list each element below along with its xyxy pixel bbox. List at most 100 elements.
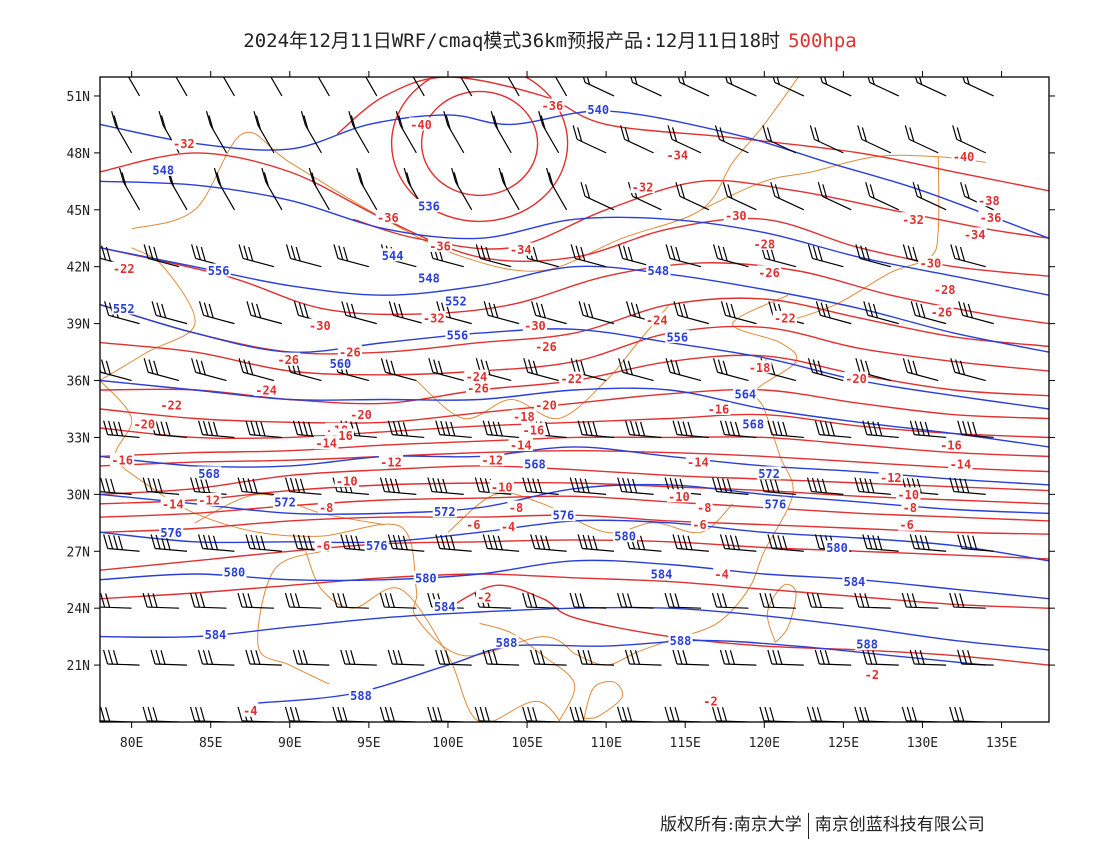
svg-text:588: 588 xyxy=(496,636,518,650)
y-tick-label: 51N xyxy=(67,90,90,105)
height-label: 556 xyxy=(206,263,231,278)
temperature-label: -34 xyxy=(508,242,533,257)
svg-text:-14: -14 xyxy=(687,456,709,470)
svg-text:552: 552 xyxy=(113,302,135,316)
wind-barb xyxy=(395,111,417,154)
height-label: 544 xyxy=(380,248,405,263)
svg-text:548: 548 xyxy=(418,272,440,286)
temperature-label: -30 xyxy=(522,318,548,333)
wind-barb xyxy=(909,534,947,552)
height-label: 576 xyxy=(159,525,184,540)
wind-barb xyxy=(127,77,141,97)
chart-title: 2024年12月11日WRF/cmaq模式36km预报产品:12月11日18时 5… xyxy=(0,26,1100,53)
wind-barb xyxy=(102,649,140,666)
title-text: 2024年12月11日WRF/cmaq模式36km预报产品:12月11日18时 xyxy=(243,30,781,52)
temperature-isotherm xyxy=(100,573,1049,609)
wind-barb xyxy=(538,111,560,154)
svg-text:-14: -14 xyxy=(950,458,972,472)
height-label: 552 xyxy=(443,293,468,308)
wind-barb xyxy=(522,477,559,495)
map-background xyxy=(100,77,1049,722)
wind-barb xyxy=(482,649,520,666)
wind-barb xyxy=(205,111,228,154)
wind-barb xyxy=(118,167,141,211)
wind-barb xyxy=(664,592,702,609)
svg-text:568: 568 xyxy=(524,458,546,472)
svg-text:-12: -12 xyxy=(481,454,503,468)
svg-text:-30: -30 xyxy=(725,209,747,223)
x-axis: 80E 85E 90E 95E 100E 105E 110E 115E 120E 125E 130E… xyxy=(120,71,1017,751)
svg-text:584: 584 xyxy=(205,628,227,642)
temperature-label: -36 xyxy=(427,238,453,253)
svg-text:-34: -34 xyxy=(666,148,688,162)
temperature-label: -40 xyxy=(408,117,434,132)
wind-barb xyxy=(191,358,227,382)
wind-barb xyxy=(111,111,133,154)
wind-barb xyxy=(910,301,947,325)
svg-text:-10: -10 xyxy=(668,490,690,504)
wind-barb xyxy=(333,244,370,268)
svg-text:568: 568 xyxy=(198,467,220,481)
height-label: 548 xyxy=(646,263,671,278)
svg-text:-26: -26 xyxy=(277,353,299,367)
wind-barb xyxy=(577,420,615,439)
temperature-label: -10 xyxy=(666,489,691,504)
pressure-level-label: 500hpa xyxy=(788,30,857,52)
wind-barb xyxy=(617,592,654,609)
temperature-label: -32 xyxy=(630,180,655,195)
svg-text:-26: -26 xyxy=(339,346,361,360)
wind-barb xyxy=(807,358,844,382)
temperature-label: -30 xyxy=(918,255,943,270)
wind-barb xyxy=(712,358,749,382)
svg-text:-14: -14 xyxy=(315,437,337,451)
wind-barb xyxy=(672,534,709,552)
height-label: 584 xyxy=(649,567,674,582)
wind-barb xyxy=(909,649,947,666)
temperature-label: -32 xyxy=(900,212,926,227)
svg-text:572: 572 xyxy=(434,505,456,519)
svg-text:-10: -10 xyxy=(491,480,513,494)
height-label: 588 xyxy=(494,635,519,650)
wind-barb xyxy=(815,301,852,325)
temperature-label: -20 xyxy=(843,371,869,386)
svg-text:-22: -22 xyxy=(560,372,582,386)
wind-barb xyxy=(379,477,417,495)
height-label: 588 xyxy=(855,637,880,652)
temperature-label: -22 xyxy=(772,310,797,325)
wind-barb xyxy=(554,77,568,97)
wind-barb xyxy=(142,592,180,609)
wind-barb xyxy=(427,477,464,495)
svg-text:-22: -22 xyxy=(774,311,796,325)
wind-barb xyxy=(237,592,275,609)
temperature-isotherm xyxy=(336,77,1049,192)
svg-text:-2: -2 xyxy=(703,695,717,709)
wind-barb xyxy=(577,649,615,666)
wind-barb xyxy=(143,244,180,268)
svg-text:-20: -20 xyxy=(535,399,557,413)
wind-barb xyxy=(857,125,892,154)
wind-barb xyxy=(100,477,132,495)
svg-text:584: 584 xyxy=(434,600,456,614)
wind-barb xyxy=(379,592,417,609)
border-line xyxy=(305,551,561,722)
wind-barb xyxy=(284,477,322,495)
height-isoline xyxy=(100,606,1049,651)
wind-barb xyxy=(814,420,852,439)
temperature-label: -26 xyxy=(276,352,301,367)
wind-barb xyxy=(284,592,322,609)
wind-barb xyxy=(580,182,615,211)
svg-text:-38: -38 xyxy=(978,194,1000,208)
svg-text:-2: -2 xyxy=(477,590,491,604)
temperature-isotherm xyxy=(100,539,1049,571)
svg-text:536: 536 xyxy=(418,200,440,214)
svg-text:-16: -16 xyxy=(708,402,730,416)
temperature-label: -20 xyxy=(348,407,374,422)
wind-barb xyxy=(175,77,188,97)
wind-barb xyxy=(292,649,330,666)
footer-divider xyxy=(807,812,809,839)
temperature-label: -16 xyxy=(110,453,135,468)
temperature-label: -8 xyxy=(317,500,335,515)
wind-barb xyxy=(865,182,899,211)
wind-barb xyxy=(285,244,322,268)
